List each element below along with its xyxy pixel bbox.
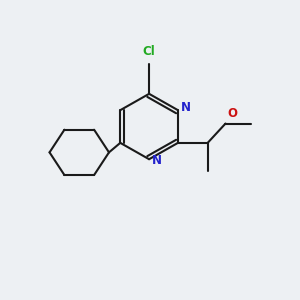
Text: Cl: Cl: [143, 45, 155, 58]
Text: O: O: [227, 107, 237, 120]
Text: N: N: [152, 154, 162, 167]
Text: N: N: [181, 101, 191, 114]
